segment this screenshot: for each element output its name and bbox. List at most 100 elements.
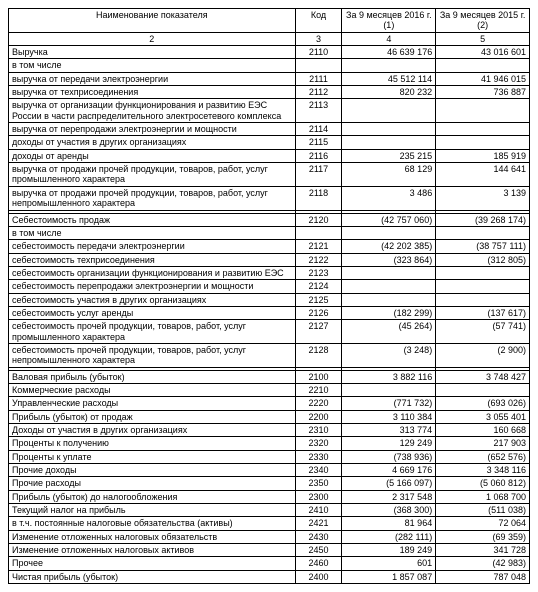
cell-value-2016: 3 110 384 (342, 410, 436, 423)
cell-code: 2100 (295, 370, 342, 383)
table-row: себестоимость участия в других организац… (9, 293, 530, 306)
cell-code: 2123 (295, 266, 342, 279)
cell-code: 2410 (295, 504, 342, 517)
cell-value-2015: (5 060 812) (436, 477, 530, 490)
table-row: Себестоимость продаж2120(42 757 060)(39 … (9, 213, 530, 226)
cell-name: Текущий налог на прибыль (9, 504, 296, 517)
cell-value-2015: 160 668 (436, 424, 530, 437)
cell-value-2015: 41 946 015 (436, 72, 530, 85)
cell-name: Прибыль (убыток) до налогообложения (9, 490, 296, 503)
cell-code: 2120 (295, 213, 342, 226)
cell-name: доходы от аренды (9, 149, 296, 162)
table-row: Выручка211046 639 17643 016 601 (9, 46, 530, 59)
table-row: Прочие доходы23404 669 1763 348 116 (9, 464, 530, 477)
cell-code: 2127 (295, 320, 342, 344)
table-row: себестоимость прочей продукции, товаров,… (9, 320, 530, 344)
cell-value-2015: 1 068 700 (436, 490, 530, 503)
cell-name: Прочее (9, 557, 296, 570)
cell-name: в т.ч. постоянные налоговые обязательств… (9, 517, 296, 530)
table-row: Чистая прибыль (убыток)24001 857 087787 … (9, 570, 530, 583)
table-row: выручка от передачи электроэнергии211145… (9, 72, 530, 85)
table-row: Текущий налог на прибыль2410(368 300)(51… (9, 504, 530, 517)
cell-code (295, 226, 342, 239)
table-row: Прочие расходы2350(5 166 097)(5 060 812) (9, 477, 530, 490)
table-row: себестоимость перепродажи электроэнергии… (9, 280, 530, 293)
table-row: Прочее2460601(42 983) (9, 557, 530, 570)
cell-value-2015: (39 268 174) (436, 213, 530, 226)
cell-value-2015 (436, 123, 530, 136)
cell-value-2015: 3 348 116 (436, 464, 530, 477)
cell-value-2016: 81 964 (342, 517, 436, 530)
cell-value-2016 (342, 383, 436, 396)
cell-code: 2111 (295, 72, 342, 85)
table-row: выручка от техприсоединения2112820 23273… (9, 86, 530, 99)
cell-code: 2200 (295, 410, 342, 423)
cell-name: выручка от продажи прочей продукции, тов… (9, 186, 296, 210)
cell-name: Изменение отложенных налоговых обязатель… (9, 530, 296, 543)
cell-value-2016 (342, 123, 436, 136)
cell-value-2016: 46 639 176 (342, 46, 436, 59)
cell-name: себестоимость участия в других организац… (9, 293, 296, 306)
cell-name: себестоимость техприсоединения (9, 253, 296, 266)
table-row: выручка от организации функционирования … (9, 99, 530, 123)
cell-code: 2115 (295, 136, 342, 149)
table-row: себестоимость техприсоединения2122(323 8… (9, 253, 530, 266)
cell-code: 2421 (295, 517, 342, 530)
cell-value-2015: (57 741) (436, 320, 530, 344)
header-row: Наименование показателя Код За 9 месяцев… (9, 9, 530, 33)
cell-name: выручка от перепродажи электроэнергии и … (9, 123, 296, 136)
cell-name: себестоимость прочей продукции, товаров,… (9, 320, 296, 344)
cell-value-2015: 3 055 401 (436, 410, 530, 423)
cell-value-2016: (368 300) (342, 504, 436, 517)
cell-name: Себестоимость продаж (9, 213, 296, 226)
cell-code: 2124 (295, 280, 342, 293)
table-row: Проценты к получению2320129 249217 903 (9, 437, 530, 450)
cell-name: себестоимость услуг аренды (9, 306, 296, 319)
cell-value-2015: (693 026) (436, 397, 530, 410)
cell-name: Прочие доходы (9, 464, 296, 477)
cell-name: Проценты к уплате (9, 450, 296, 463)
colnum-2: 3 (295, 32, 342, 45)
cell-code: 2430 (295, 530, 342, 543)
table-row: доходы от участия в других организациях2… (9, 136, 530, 149)
cell-code: 2122 (295, 253, 342, 266)
cell-value-2016 (342, 293, 436, 306)
cell-name: в том числе (9, 59, 296, 72)
colnum-1: 2 (9, 32, 296, 45)
cell-code (295, 59, 342, 72)
financial-table: Наименование показателя Код За 9 месяцев… (8, 8, 530, 584)
col-header-period2: За 9 месяцев 2015 г. (2) (436, 9, 530, 33)
cell-value-2016: 3 486 (342, 186, 436, 210)
cell-value-2016 (342, 136, 436, 149)
cell-value-2016: 235 215 (342, 149, 436, 162)
cell-code: 2320 (295, 437, 342, 450)
table-row: Управленческие расходы2220(771 732)(693 … (9, 397, 530, 410)
cell-value-2015: 43 016 601 (436, 46, 530, 59)
col-header-name: Наименование показателя (9, 9, 296, 33)
cell-code: 2300 (295, 490, 342, 503)
cell-value-2015: (137 617) (436, 306, 530, 319)
cell-value-2015 (436, 266, 530, 279)
table-row: выручка от продажи прочей продукции, тов… (9, 186, 530, 210)
cell-value-2015: 3 139 (436, 186, 530, 210)
cell-name: Валовая прибыль (убыток) (9, 370, 296, 383)
cell-name: выручка от организации функционирования … (9, 99, 296, 123)
cell-value-2015 (436, 99, 530, 123)
cell-value-2016: (42 202 385) (342, 240, 436, 253)
cell-code: 2128 (295, 343, 342, 367)
cell-code: 2113 (295, 99, 342, 123)
cell-value-2016: (323 864) (342, 253, 436, 266)
cell-value-2016: 45 512 114 (342, 72, 436, 85)
cell-value-2015: 217 903 (436, 437, 530, 450)
cell-value-2015: 144 641 (436, 163, 530, 187)
cell-code: 2118 (295, 186, 342, 210)
cell-name: Изменение отложенных налоговых активов (9, 544, 296, 557)
cell-value-2016: (771 732) (342, 397, 436, 410)
cell-value-2016: 129 249 (342, 437, 436, 450)
cell-code: 2110 (295, 46, 342, 59)
table-row: в том числе (9, 59, 530, 72)
cell-name: выручка от передачи электроэнергии (9, 72, 296, 85)
table-row: себестоимость прочей продукции, товаров,… (9, 343, 530, 367)
cell-name: Прибыль (убыток) от продаж (9, 410, 296, 423)
cell-code: 2460 (295, 557, 342, 570)
